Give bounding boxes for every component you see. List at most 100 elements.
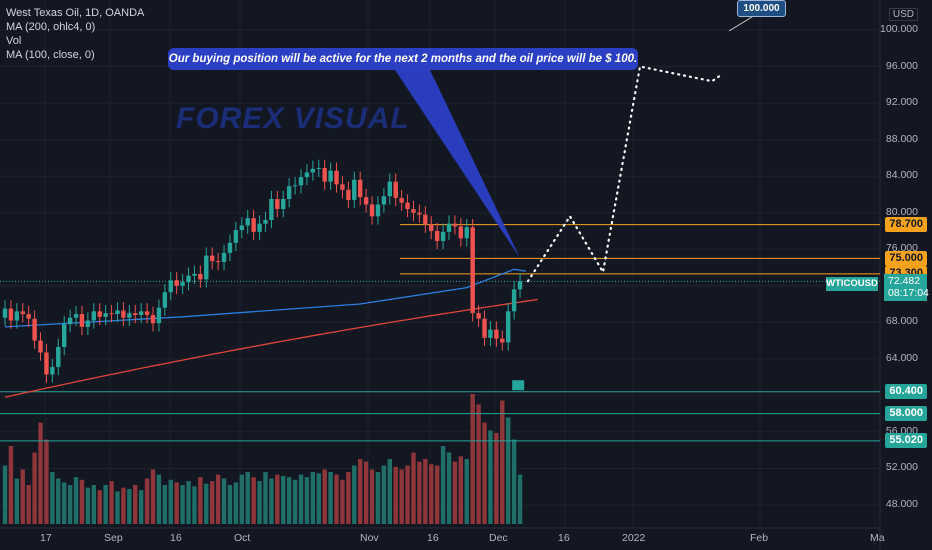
legend-ma200[interactable]: MA (200, ohlc4, 0): [6, 21, 96, 33]
volume-bar: [73, 477, 79, 524]
chart-legend: West Texas Oil, 1D, OANDA MA (200, ohlc4…: [6, 6, 144, 62]
y-tick-label: 100.000: [880, 23, 918, 35]
volume-bar: [115, 491, 120, 524]
candle-body: [67, 317, 73, 325]
candle-body: [263, 220, 268, 224]
callout-text[interactable]: Our buying position will be active for t…: [168, 48, 638, 70]
candle-body: [334, 170, 339, 185]
y-tick-label: 84.000: [885, 169, 918, 182]
volume-bar: [245, 472, 250, 524]
volume-bar: [381, 465, 387, 524]
volume-bar: [411, 452, 416, 524]
volume-bar: [180, 485, 185, 524]
legend-title: West Texas Oil, 1D, OANDA: [6, 7, 145, 19]
candle-body: [56, 346, 61, 368]
volume-bar: [186, 481, 191, 524]
candle-body: [375, 204, 381, 217]
candle-body: [482, 318, 487, 338]
candle-body: [340, 184, 345, 190]
legend-vol[interactable]: Vol: [6, 35, 22, 47]
candle-body: [14, 311, 20, 321]
candle-body: [298, 177, 304, 186]
candle-body: [440, 231, 446, 242]
candle-body: [269, 198, 274, 220]
volume-bar: [20, 469, 25, 524]
candle-body: [162, 292, 168, 308]
candle-body: [73, 314, 79, 318]
volume-bar: [204, 483, 209, 524]
volume-bar: [369, 469, 375, 524]
volume-bar: [334, 474, 339, 524]
candle-body: [2, 308, 8, 318]
candle-body: [446, 223, 452, 232]
volume-bar: [399, 469, 404, 524]
volume-bar: [257, 481, 262, 524]
volume-bar: [103, 485, 108, 524]
candle-body: [310, 168, 316, 173]
candle-body: [381, 196, 387, 205]
volume-bar: [50, 472, 55, 524]
candle-body: [363, 197, 369, 205]
candle-body: [346, 189, 351, 200]
candle-body: [245, 218, 250, 226]
y-tick-label: 52.000: [885, 461, 918, 474]
candle-body: [227, 242, 233, 253]
candle-body: [192, 273, 197, 276]
level-price-label: 60.400: [885, 384, 927, 400]
candle-body: [186, 275, 191, 283]
volume-bar: [304, 477, 310, 524]
candle-body: [180, 282, 185, 286]
volume-bar: [85, 487, 91, 524]
candle-body: [144, 311, 150, 315]
volume-bar: [464, 459, 469, 524]
volume-bar: [417, 461, 422, 524]
candle-body: [399, 198, 404, 203]
currency-label[interactable]: USD: [888, 8, 918, 21]
candle-body: [233, 230, 239, 243]
candle-body: [281, 198, 286, 210]
candle-body: [44, 352, 49, 375]
volume-bar: [2, 465, 8, 524]
y-tick-label: 80.000: [885, 205, 918, 218]
candle-body: [85, 320, 91, 327]
target-price-label[interactable]: 100.000: [737, 0, 786, 17]
x-tick-label: Ma: [870, 532, 885, 544]
candle-body: [429, 224, 434, 231]
volume-bar: [423, 459, 428, 524]
volume-bar: [91, 485, 96, 524]
volume-bar: [446, 452, 452, 524]
candle-body: [434, 230, 440, 242]
x-tick-label: 16: [558, 532, 570, 544]
x-tick-label: 17: [40, 532, 52, 544]
volume-bar: [32, 452, 37, 524]
x-tick-label: Feb: [750, 532, 769, 544]
candle-body: [405, 202, 410, 210]
volume-bar: [227, 485, 233, 524]
volume-bar: [26, 485, 31, 524]
x-tick-label: Dec: [489, 532, 508, 544]
volume-bar: [127, 488, 132, 524]
candle-body: [452, 223, 458, 227]
candle-body: [115, 310, 120, 315]
candle-body: [103, 313, 108, 317]
volume-bar: [67, 485, 73, 524]
volume-bar: [97, 490, 102, 524]
candle-body: [494, 329, 499, 339]
volume-bar: [210, 481, 215, 524]
candle-body: [210, 255, 215, 262]
y-tick-label: 48.000: [885, 498, 918, 510]
candle-body: [464, 227, 469, 239]
candle-body: [393, 181, 398, 199]
candle-body: [50, 367, 55, 375]
projection-path: [526, 65, 722, 283]
candle-body: [387, 181, 392, 197]
volume-bar: [328, 472, 333, 524]
legend-ma100[interactable]: MA (100, close, 0): [6, 49, 95, 61]
level-price-label: 78.700: [885, 217, 927, 233]
volume-bar: [429, 464, 434, 524]
candle-body: [488, 329, 493, 338]
candle-body: [8, 308, 14, 321]
volume-bar: [275, 474, 280, 524]
